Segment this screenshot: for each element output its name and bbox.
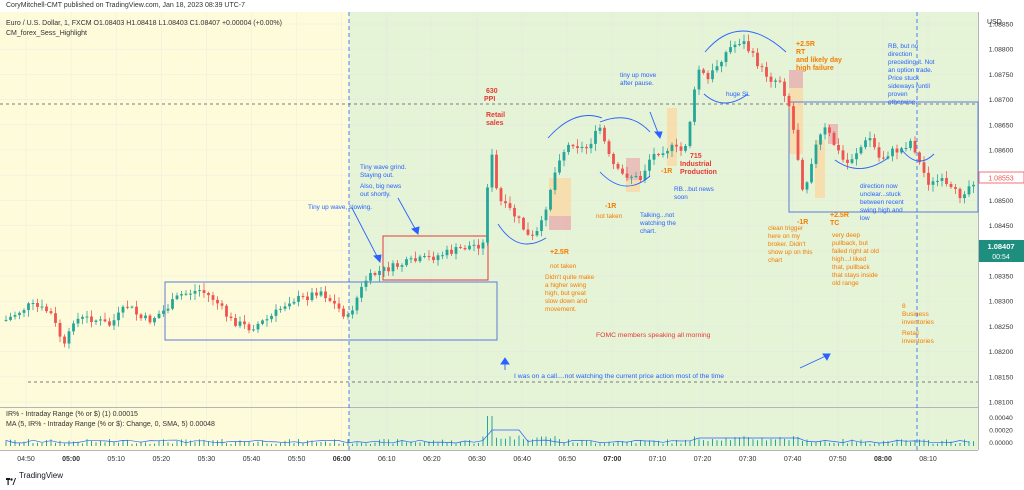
note-minus1r-1: -1R (605, 203, 616, 210)
price-tick: 1.08500 (989, 198, 1014, 205)
bar-countdown: 00:54 (992, 254, 1010, 261)
time-tick: 05:00 (62, 456, 80, 463)
note-on-a-call: I was on a call....not watching the curr… (514, 373, 724, 380)
time-tick: 07:40 (784, 456, 802, 463)
swing-arcs (497, 30, 935, 245)
asia-session-bg (0, 12, 349, 407)
note-deep-pullback: very deep pullback, but failed right at ol… (832, 232, 879, 287)
price-tick: 1.08600 (989, 148, 1014, 155)
time-tick: 06:40 (513, 456, 531, 463)
time-tick: 05:40 (243, 456, 261, 463)
note-not-taken-1: not taken (550, 263, 577, 270)
time-tick: 07:30 (739, 456, 757, 463)
note-rb-no-direction: RB, but no direction preceding it. Not an o… (888, 43, 935, 106)
price-tick: 1.08450 (989, 223, 1014, 230)
note-minus1r-2: -1R (661, 168, 672, 175)
note-minus1r-3: -1R (797, 219, 808, 226)
note-retail-inventories: Retail inventories (902, 330, 935, 345)
price-tick: 1.08100 (989, 400, 1014, 407)
annotation-arrows (351, 111, 831, 370)
price-tick: 1.08750 (989, 72, 1014, 79)
note-rb-news: RB...but news soon (674, 186, 714, 201)
intraday-range-indicator[interactable] (5, 416, 974, 446)
note-plus25r-tc: +2.5R TC (830, 212, 849, 227)
price-tick: 1.08250 (989, 324, 1014, 331)
chart-annotations: Tiny up wave, slowing. Tiny wave grind. S… (308, 41, 935, 380)
time-tick: 05:50 (288, 456, 306, 463)
time-tick: 08:00 (874, 456, 892, 463)
indicator-name[interactable]: CM_forex_Sess_Highlight (6, 30, 87, 37)
lower-pane-line1[interactable]: IR% - Intraday Range (% or $) (1) 0.0001… (6, 411, 138, 418)
indicator-axis[interactable]: 0.00040 0.00020 0.00000 (989, 415, 1013, 447)
time-tick: 07:10 (649, 456, 667, 463)
price-tick: 1.08700 (989, 97, 1014, 104)
note-not-taken-2: not taken (596, 213, 623, 220)
note-retail-sales: Retail sales (486, 112, 505, 127)
price-axis-bg (979, 12, 1024, 450)
note-business-inventories: 8 Business inventories (902, 303, 935, 326)
price-tick: 1.08200 (989, 349, 1014, 356)
price-tick: 1.08150 (989, 374, 1014, 381)
symbol-line[interactable]: Euro / U.S. Dollar, 1, FXCM O1.08403 H1.… (6, 20, 282, 27)
time-tick: 06:10 (378, 456, 396, 463)
note-direction-unclear: direction now unclear...stuck between rece… (860, 183, 904, 222)
london-session-bg (349, 12, 978, 407)
note-production: 715 Industrial Production (680, 153, 717, 176)
grind-range-box[interactable] (382, 235, 489, 281)
indicator-tick: 0.00000 (989, 440, 1013, 447)
time-axis[interactable]: 04:50 05:00 05:10 05:20 05:30 05:40 05:50 06:00… (17, 456, 937, 463)
indicator-tick: 0.00020 (989, 428, 1013, 435)
note-plus25r-1: +2.5R (550, 249, 569, 256)
time-tick: 06:20 (423, 456, 441, 463)
time-tick: 07:00 (603, 456, 621, 463)
last-price-box (979, 240, 1024, 262)
marker-price-label: 1.08553 (988, 176, 1013, 183)
marker-price-box (978, 171, 1024, 184)
time-tick: 07:20 (694, 456, 712, 463)
currency-label: USD (987, 19, 1002, 26)
time-tick: 06:30 (468, 456, 486, 463)
note-talking: Talking...not watching the chart. (639, 212, 676, 235)
note-tiny-wave-slowing: Tiny up wave, slowing. (308, 204, 372, 211)
note-big-news: Also, big news out shortly. (360, 183, 401, 198)
footer-brand-label: TradingView (19, 470, 64, 480)
candlestick-series[interactable] (4, 34, 975, 349)
lower-pane-asia-bg (0, 408, 349, 450)
time-tick: 04:50 (17, 456, 35, 463)
time-tick: 07:50 (829, 456, 847, 463)
sideways-range-box[interactable] (788, 101, 979, 213)
note-fomc: FOMC members speaking all morning (596, 332, 711, 339)
note-higher-swing: Didn't quite make a higher swing high, but… (545, 274, 595, 313)
time-tick: 05:20 (153, 456, 171, 463)
tradingview-logo-icon (6, 472, 16, 485)
time-tick: 05:30 (198, 456, 216, 463)
last-price-label: 1.08407 (987, 242, 1014, 251)
note-huge-sl: huge SL (726, 91, 750, 98)
note-clean-trigger: clean trigger here on my broker. Didn't sho… (768, 225, 812, 264)
time-tick: 06:00 (333, 456, 351, 463)
grid-lines (0, 12, 978, 450)
price-tick: 1.08850 (989, 22, 1014, 29)
price-tick: 1.08300 (989, 299, 1014, 306)
note-tiny-wave-grind: Tiny wave grind. Staying out. (360, 164, 407, 179)
note-ppi: 630 PPI (484, 88, 498, 103)
price-tick: 1.08800 (989, 47, 1014, 54)
price-tick: 1.08350 (989, 274, 1014, 281)
time-tick: 08:10 (919, 456, 937, 463)
publish-line: CoryMitchell-CMT published on TradingVie… (6, 2, 246, 9)
lower-pane-line2[interactable]: MA (5, IR% - Intraday Range (% or $): Ch… (6, 421, 215, 428)
time-tick: 06:50 (558, 456, 576, 463)
footer-brand[interactable]: TradingView (6, 469, 64, 485)
note-tiny-up-move: tiny up move after pause. (620, 72, 657, 87)
asia-range-box[interactable] (164, 281, 498, 341)
indicator-tick: 0.00040 (989, 415, 1013, 422)
price-tick: 1.08650 (989, 122, 1014, 129)
note-plus25r-rt: +2.5R RT and likely day high failure (796, 41, 842, 72)
time-tick: 05:10 (107, 456, 125, 463)
